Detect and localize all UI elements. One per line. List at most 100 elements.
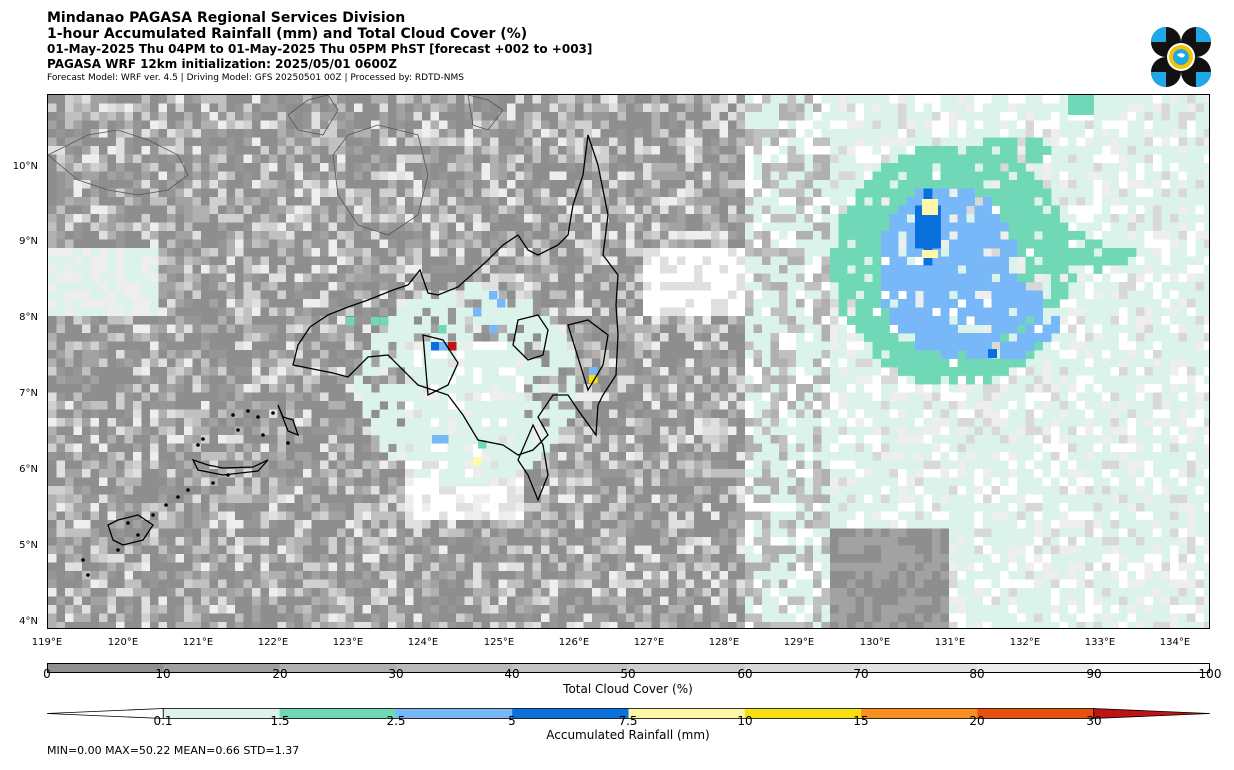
cloud-cell [175,443,185,453]
cloud-cell [209,571,219,580]
cloud-cell [99,197,108,206]
cloud-cell [277,129,287,138]
cloud-cell [260,528,270,538]
cloud-cell [473,571,482,580]
cloud-cell [422,282,431,291]
cloud-cell [328,350,338,359]
cloud-cell [507,137,516,147]
cloud-cell [269,154,278,164]
cloud-cell [456,197,465,206]
cloud-cell [311,324,321,334]
cloud-cell [141,579,151,589]
cloud-cell [328,511,338,521]
cloud-cell [362,180,372,189]
cloud-cell [141,95,151,104]
cloud-cell [575,239,584,249]
cloud-cell [439,154,448,164]
cloud-cell [107,605,117,614]
cloud-cell [82,188,91,198]
cloud-cell [218,154,227,164]
cloud-cell [388,129,397,138]
cloud-cell [711,367,720,376]
cloud-cell [490,163,499,172]
cloud-cell [524,562,533,572]
cloud-cell [464,460,474,470]
cloud-cell [379,120,389,130]
cloud-cell [685,129,695,138]
cloud-cell [668,324,678,334]
cloud-cell [549,579,559,589]
cloud-cell [82,256,91,266]
cloud-cell [515,494,525,504]
cloud-cell [158,384,168,393]
cloud-cell [167,537,176,546]
cloud-cell [532,460,542,470]
cloud-cell [56,112,66,121]
cloud-cell [167,588,176,597]
cloud-cell [192,333,202,342]
cloud-cell [541,120,550,130]
cloud-cell [626,256,635,266]
cloud-cell [184,324,193,334]
cloud-cell [243,401,253,410]
cloud-cell [209,503,219,512]
cloud-cell [371,299,380,308]
cloud-cell [694,282,703,291]
cloud-cell [192,341,202,351]
cloud-cell [643,180,652,189]
cloud-cell [362,239,372,249]
cloud-cell [481,129,491,138]
cloud-cell [609,503,618,512]
cloud-cell [150,231,159,240]
cloud-cell [447,307,457,317]
cloud-cell [549,316,559,325]
cloud-cell [702,231,712,240]
cloud-cell [345,163,355,172]
cloud-cell [694,197,703,206]
cloud-cell [277,579,287,589]
cloud-cell [634,401,644,410]
cloud-cell [311,375,321,385]
cloud-cell [99,596,108,606]
cloud-cell [48,307,57,317]
cloud-cell [609,231,618,240]
cloud-cell [541,171,550,181]
cloud-cell [600,562,610,572]
cloud-cell [294,460,304,470]
cloud-cell [600,299,610,308]
cloud-cell [447,511,457,521]
cloud-cell [150,375,159,385]
cloud-cell [541,248,550,257]
cloud-cell [515,384,525,393]
cloud-cell [405,613,414,623]
cloud-cell [592,248,601,257]
cloud-cell [490,554,499,563]
cloud-cell [566,171,576,181]
cloud-cell [201,460,210,470]
cloud-cell [498,120,508,130]
cloud-cell [116,103,125,113]
cloud-cell [252,605,261,614]
cloud-cell [286,299,295,308]
cloud-cell [396,197,406,206]
cloud-cell [226,307,236,317]
cloud-cell [294,129,304,138]
cloud-cell [660,273,669,283]
cloud-cell [617,605,627,614]
cloud-cell [116,503,125,512]
cloud-cell [371,613,380,623]
cloud-cell [532,545,542,555]
cloud-cell [73,392,83,402]
cloud-cell [694,545,703,555]
cloud-cell [685,418,695,427]
cloud-cell [558,137,567,147]
cloud-cell [201,409,210,419]
cloud-cell [150,248,159,257]
cloud-cell [124,460,134,470]
cloud-cell [328,477,338,487]
cloud-cell [575,375,584,385]
cloud-cell [107,316,117,325]
cloud-cell [345,239,355,249]
cloud-cell [617,120,627,130]
cloud-cell [481,418,491,427]
